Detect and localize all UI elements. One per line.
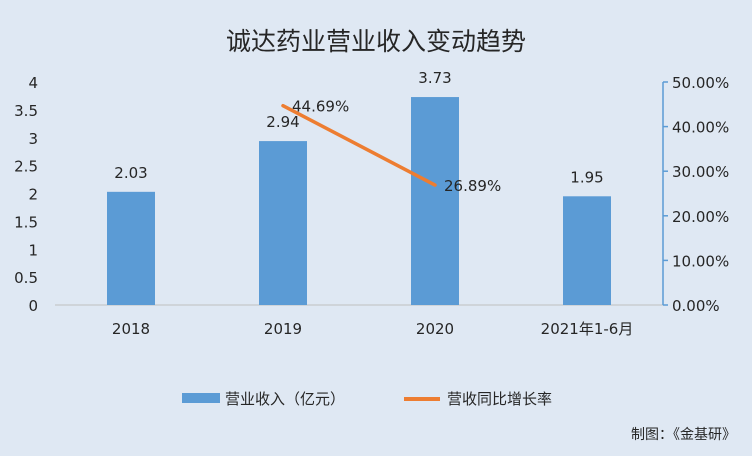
y-right-tick-label: 30.00% xyxy=(672,163,729,181)
legend: 营业收入（亿元） 营收同比增长率 xyxy=(182,390,552,408)
x-tick-label: 2020 xyxy=(416,320,454,338)
bars: 2.03 2.94 3.73 1.95 xyxy=(107,69,611,306)
y-left-tick-label: 2 xyxy=(28,186,38,204)
y-left-tick-label: 2.5 xyxy=(14,158,38,176)
growth-rate-line xyxy=(281,103,437,187)
y-left-tick-label: 1.5 xyxy=(14,213,38,231)
y-left-tick-label: 1 xyxy=(28,241,38,259)
y-left-tick-label: 0 xyxy=(28,297,38,315)
y-right-tick-label: 50.00% xyxy=(672,74,729,92)
y-right-tick-label: 20.00% xyxy=(672,208,729,226)
bar-data-label: 2.03 xyxy=(114,164,147,182)
y-left-tick-label: 4 xyxy=(28,74,38,92)
line-series: 44.69% 26.89% xyxy=(281,98,501,195)
line-data-label: 26.89% xyxy=(444,177,501,195)
bar-data-label: 1.95 xyxy=(570,168,603,186)
y-left-tick-label: 3.5 xyxy=(14,102,38,120)
bar-data-label: 2.94 xyxy=(266,113,299,131)
y-right-tick-label: 40.00% xyxy=(672,119,729,137)
x-tick-label: 2019 xyxy=(264,320,302,338)
legend-label-growth: 营收同比增长率 xyxy=(447,390,552,408)
line-data-label: 44.69% xyxy=(292,98,349,116)
bar-data-label: 3.73 xyxy=(418,69,451,87)
axes: 00.511.522.533.540.00%10.00%20.00%30.00%… xyxy=(14,74,729,338)
bar xyxy=(411,97,459,306)
y-right-tick-label: 0.00% xyxy=(672,297,720,315)
bar xyxy=(107,191,155,305)
x-tick-label: 2018 xyxy=(112,320,150,338)
x-tick-label: 2021年1-6月 xyxy=(541,320,634,338)
bar xyxy=(563,196,611,305)
chart-title: 诚达药业营业收入变动趋势 xyxy=(226,27,526,56)
y-right-tick-label: 10.00% xyxy=(672,252,729,270)
y-left-tick-label: 0.5 xyxy=(14,269,38,287)
legend-swatch-bar xyxy=(182,393,220,403)
y-left-tick-label: 3 xyxy=(28,130,38,148)
bar xyxy=(259,141,307,305)
source-note: 制图：《金基研》 xyxy=(631,426,736,443)
legend-label-revenue: 营业收入（亿元） xyxy=(225,390,345,408)
